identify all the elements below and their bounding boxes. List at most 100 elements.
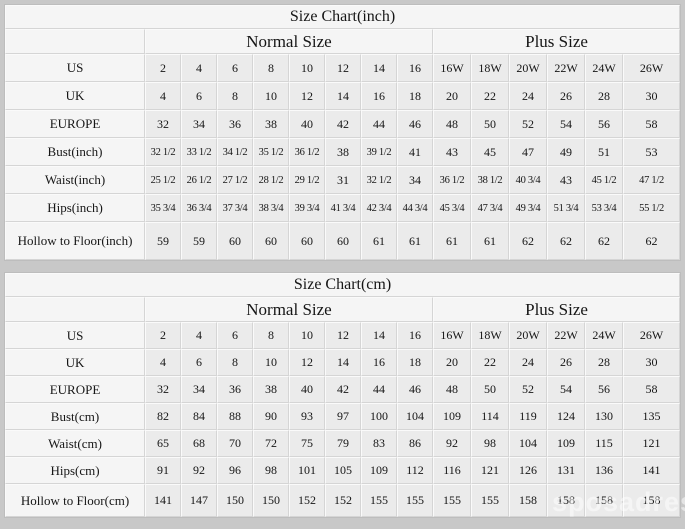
size-cell: 6: [181, 349, 217, 376]
size-cell: 38 3/4: [253, 194, 289, 222]
size-cell: 50: [471, 110, 509, 138]
size-cell: 147: [181, 484, 217, 517]
size-cell: 44 3/4: [397, 194, 433, 222]
size-cell: 40: [289, 110, 325, 138]
size-cell: 152: [289, 484, 325, 517]
size-cell: 36 1/2: [289, 138, 325, 166]
row-label: UK: [5, 82, 145, 110]
size-cell: 135: [623, 403, 681, 430]
size-cell: 26: [547, 349, 585, 376]
group-header-row: Normal Size Plus Size: [5, 297, 681, 322]
size-cell: 51 3/4: [547, 194, 585, 222]
size-cell: 130: [585, 403, 623, 430]
size-cell: 32: [145, 110, 181, 138]
size-cell: 43: [433, 138, 471, 166]
size-cell: 22: [471, 82, 509, 110]
size-cell: 34: [181, 376, 217, 403]
size-cell: 10: [289, 322, 325, 349]
size-cell: 20: [433, 349, 471, 376]
size-cell: 28: [585, 82, 623, 110]
size-cell: 38: [325, 138, 361, 166]
size-cell: 49 3/4: [509, 194, 547, 222]
size-cell: 48: [433, 376, 471, 403]
size-cell: 6: [217, 322, 253, 349]
size-cell: 60: [289, 222, 325, 260]
table-row: Bust(cm) 82 84 88 90 93 97 100 104 109 114 119 124 13…: [5, 403, 681, 430]
size-cell: 42: [325, 110, 361, 138]
size-cell: 58: [623, 376, 681, 403]
size-cell: 51: [585, 138, 623, 166]
size-cell: 45 3/4: [433, 194, 471, 222]
size-cell: 158: [585, 484, 623, 517]
row-label: Bust(cm): [5, 403, 145, 430]
size-cell: 83: [361, 430, 397, 457]
size-cell: 90: [253, 403, 289, 430]
size-cell: 121: [623, 430, 681, 457]
size-cell: 14: [325, 82, 361, 110]
size-cell: 35 1/2: [253, 138, 289, 166]
size-cell: 4: [181, 322, 217, 349]
size-chart-inch: Size Chart(inch) Normal Size Plus Size U…: [4, 4, 682, 261]
size-cell: 16W: [433, 54, 471, 82]
size-cell: 119: [509, 403, 547, 430]
table-row: UK 4 6 8 10 12 14 16 18 20 22 24 26 28 30: [5, 349, 681, 376]
size-cell: 44: [361, 376, 397, 403]
row-label: US: [5, 322, 145, 349]
size-cell: 47: [509, 138, 547, 166]
size-cell: 109: [433, 403, 471, 430]
table-row: Bust(inch) 32 1/2 33 1/2 34 1/2 35 1/2 36 1/2…: [5, 138, 681, 166]
size-cell: 56: [585, 376, 623, 403]
size-cell: 155: [361, 484, 397, 517]
size-cell: 60: [325, 222, 361, 260]
table-row: US 2 4 6 8 10 12 14 16 16W 18W 20W 22W 24W 26W: [5, 54, 681, 82]
size-cell: 75: [289, 430, 325, 457]
size-cell: 100: [361, 403, 397, 430]
size-cell: 4: [145, 82, 181, 110]
size-cell: 30: [623, 349, 681, 376]
size-cell: 25 1/2: [145, 166, 181, 194]
size-cell: 54: [547, 110, 585, 138]
size-cell: 101: [289, 457, 325, 484]
row-label: EUROPE: [5, 110, 145, 138]
size-cell: 50: [471, 376, 509, 403]
size-cell: 24: [509, 349, 547, 376]
size-cell: 29 1/2: [289, 166, 325, 194]
size-cell: 22W: [547, 322, 585, 349]
plus-size-header: Plus Size: [433, 29, 681, 54]
table-row: Waist(inch) 25 1/2 26 1/2 27 1/2 28 1/2 29 1/…: [5, 166, 681, 194]
row-label: UK: [5, 349, 145, 376]
size-cell: 96: [217, 457, 253, 484]
size-cell: 155: [471, 484, 509, 517]
size-cell: 18: [397, 82, 433, 110]
size-cell: 31: [325, 166, 361, 194]
size-cell: 104: [509, 430, 547, 457]
size-cell: 60: [217, 222, 253, 260]
size-cell: 109: [547, 430, 585, 457]
size-cell: 18W: [471, 322, 509, 349]
size-cell: 26: [547, 82, 585, 110]
row-label: US: [5, 54, 145, 82]
row-label: Waist(cm): [5, 430, 145, 457]
size-cell: 20: [433, 82, 471, 110]
size-cell: 84: [181, 403, 217, 430]
size-cell: 62: [585, 222, 623, 260]
size-cell: 56: [585, 110, 623, 138]
size-cell: 62: [547, 222, 585, 260]
size-cell: 6: [217, 54, 253, 82]
size-cell: 28: [585, 349, 623, 376]
size-cell: 40 3/4: [509, 166, 547, 194]
size-cell: 70: [217, 430, 253, 457]
size-cell: 68: [181, 430, 217, 457]
size-cell: 16: [361, 349, 397, 376]
size-cell: 97: [325, 403, 361, 430]
size-cell: 27 1/2: [217, 166, 253, 194]
size-cell: 38: [253, 376, 289, 403]
title-row: Size Chart(inch): [5, 5, 681, 29]
table-row: EUROPE 32 34 36 38 40 42 44 46 48 50 52 54 56 58: [5, 376, 681, 403]
table-title-inch: Size Chart(inch): [5, 5, 681, 29]
size-cell: 42 3/4: [361, 194, 397, 222]
size-cell: 62: [509, 222, 547, 260]
size-cell: 98: [471, 430, 509, 457]
size-cell: 114: [471, 403, 509, 430]
size-cell: 121: [471, 457, 509, 484]
